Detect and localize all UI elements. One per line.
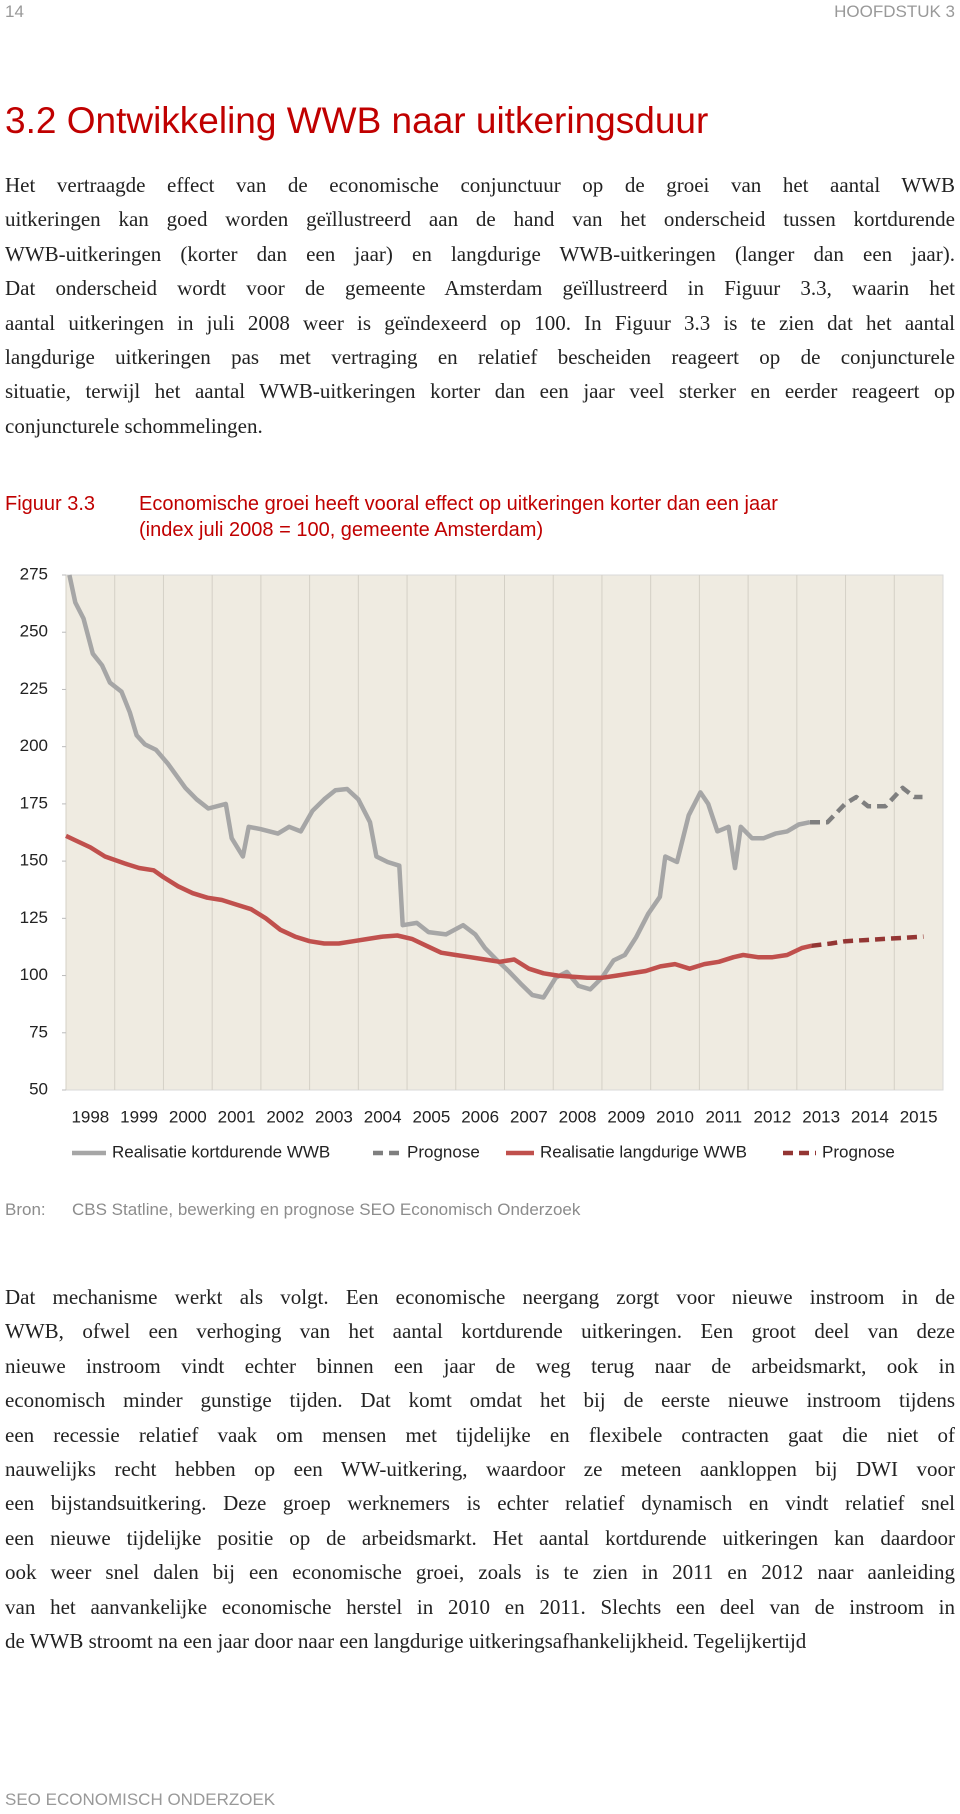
y-tick-label: 100 xyxy=(20,965,48,984)
x-tick-label: 1998 xyxy=(71,1107,109,1126)
footer: SEO ECONOMISCH ONDERZOEK xyxy=(5,1790,276,1809)
x-tick-label: 2002 xyxy=(266,1107,304,1126)
figure-caption: Economische groei heeft vooral effect op… xyxy=(139,493,778,515)
y-tick-label: 275 xyxy=(20,564,48,583)
text-line: ook weer snel dalen bij een economische … xyxy=(5,1560,955,1585)
y-tick-label: 250 xyxy=(20,622,48,641)
text-line: economisch minder gunstige tijden. Dat k… xyxy=(5,1388,955,1413)
y-tick-label: 75 xyxy=(29,1022,48,1041)
data-line xyxy=(65,833,812,981)
y-tick-label: 50 xyxy=(29,1079,48,1098)
data-line xyxy=(67,574,811,1000)
x-tick-label: 2004 xyxy=(364,1107,402,1126)
text-line: een bijstandsuitkering. Deze groep werkn… xyxy=(5,1491,955,1516)
legend-label: Prognose xyxy=(407,1142,480,1161)
x-tick-label: 1999 xyxy=(120,1107,158,1126)
text-line: nieuwe instroom vindt echter binnen een … xyxy=(5,1353,955,1378)
section-title: 3.2 Ontwikkeling WWB naar uitkeringsduur xyxy=(5,100,709,141)
text-line: Dat mechanisme werkt als volgt. Een econ… xyxy=(5,1285,955,1309)
x-tick-label: 2015 xyxy=(900,1107,938,1126)
text-line: WWB, ofwel een verhoging van het aantal … xyxy=(5,1319,955,1344)
y-tick-label: 225 xyxy=(20,679,48,698)
x-tick-label: 2005 xyxy=(413,1107,451,1126)
text-line: uitkeringen kan goed worden geïllustreer… xyxy=(5,207,955,232)
x-tick-label: 2013 xyxy=(802,1107,840,1126)
text-line: langdurige uitkeringen pas met vertragin… xyxy=(5,344,955,369)
x-tick-label: 2011 xyxy=(705,1107,742,1126)
figure-label: Figuur 3.3 xyxy=(5,493,96,515)
x-tick-label: 2006 xyxy=(461,1107,499,1126)
y-tick-label: 150 xyxy=(20,851,48,870)
legend-label: Realisatie kortdurende WWB xyxy=(112,1142,330,1161)
x-tick-label: 2003 xyxy=(315,1107,353,1126)
text-line: conjuncturele schommelingen. xyxy=(5,413,263,438)
text-line: van het aanvankelijke economische herste… xyxy=(5,1594,955,1619)
x-tick-label: 2008 xyxy=(559,1107,597,1126)
x-tick-label: 2010 xyxy=(656,1107,694,1126)
text-line: aantal uitkeringen in juli 2008 weer is … xyxy=(5,310,955,335)
chart: 1998 1999 2000 2001 2002 2003 2004 2005 2006 2007… xyxy=(20,564,944,1161)
text-line: WWB-uitkeringen (korter dan een jaar) en… xyxy=(5,241,955,266)
legend-label: Prognose xyxy=(822,1142,895,1161)
x-tick-label: 2012 xyxy=(754,1107,792,1126)
x-tick-label: 2009 xyxy=(607,1107,645,1126)
paragraph: Het vertraagde effect van de economische… xyxy=(5,168,955,443)
x-tick-label: 2001 xyxy=(218,1107,256,1126)
text-line: nauwelijks recht hebben op een WW-uitker… xyxy=(5,1456,955,1481)
text-line: Het vertraagde effect van de economische… xyxy=(5,173,955,197)
x-tick-label: 2007 xyxy=(510,1107,548,1126)
y-tick-label: 175 xyxy=(20,793,48,812)
text-line: een recessie relatief vaak om mensen met… xyxy=(5,1422,955,1447)
text-line: een nieuwe tijdelijke positie op de arbe… xyxy=(5,1525,955,1550)
chapter: HOOFDSTUK 3 xyxy=(834,2,955,21)
y-tick-label: 200 xyxy=(20,736,48,755)
data-line xyxy=(811,934,924,949)
text-line: Dat onderscheid wordt voor de gemeente A… xyxy=(5,276,955,301)
source-label: Bron: xyxy=(5,1200,46,1219)
x-tick-label: 2000 xyxy=(169,1107,207,1126)
data-line xyxy=(810,785,923,825)
figure-caption: (index juli 2008 = 100, gemeente Amsterd… xyxy=(139,519,544,541)
legend-label: Realisatie langdurige WWB xyxy=(540,1142,747,1161)
x-tick-label: 2014 xyxy=(851,1107,889,1126)
text-line: situatie, terwijl het aantal WWB-uitkeri… xyxy=(5,379,955,404)
source-text: CBS Statline, bewerking en prognose SEO … xyxy=(72,1200,581,1219)
y-tick-label: 125 xyxy=(20,908,48,927)
page-number: 14 xyxy=(5,2,24,21)
text-line: de WWB stroomt na een jaar door naar een… xyxy=(5,1628,807,1653)
paragraph: Dat mechanisme werkt als volgt. Een econ… xyxy=(5,1280,955,1658)
